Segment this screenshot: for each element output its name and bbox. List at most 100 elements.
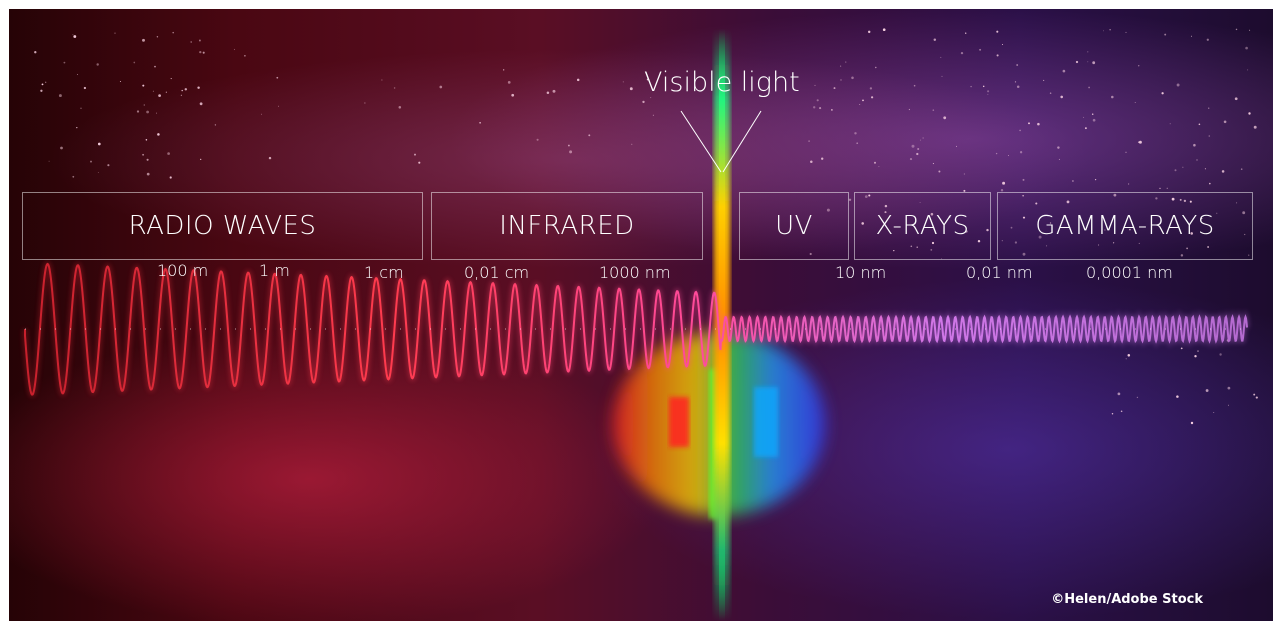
star xyxy=(1219,353,1222,356)
star xyxy=(1240,168,1243,170)
star xyxy=(169,176,172,179)
star xyxy=(567,144,570,147)
star xyxy=(1197,350,1199,352)
star xyxy=(833,87,836,90)
star xyxy=(276,76,279,79)
star xyxy=(916,152,919,156)
star xyxy=(1071,180,1074,182)
star xyxy=(650,97,652,99)
star xyxy=(1221,170,1225,173)
star xyxy=(963,189,966,192)
star xyxy=(1007,154,1009,156)
star xyxy=(970,85,972,88)
star xyxy=(1022,252,1026,256)
star xyxy=(816,99,819,102)
star xyxy=(1000,188,1004,192)
star xyxy=(1002,181,1006,185)
star xyxy=(1155,197,1158,200)
star xyxy=(146,110,149,114)
star xyxy=(90,160,92,163)
star xyxy=(569,150,573,154)
star xyxy=(956,145,957,147)
star xyxy=(1088,86,1090,89)
star xyxy=(930,249,933,251)
star xyxy=(34,51,37,54)
electromagnetic-spectrum-diagram: RADIO WAVES INFRARED UV X-RAYS GAMMA-RAY… xyxy=(9,9,1273,621)
star xyxy=(965,32,967,34)
star xyxy=(629,87,633,91)
star xyxy=(1038,235,1042,239)
star xyxy=(826,208,830,212)
star xyxy=(813,106,816,109)
star xyxy=(808,140,810,143)
star xyxy=(893,249,895,252)
star xyxy=(393,87,396,89)
star xyxy=(1235,28,1238,31)
star xyxy=(588,134,591,137)
star xyxy=(1138,140,1142,144)
star xyxy=(870,96,874,99)
star xyxy=(932,109,935,111)
star xyxy=(1209,182,1211,185)
wavelength-label: 1 cm xyxy=(364,263,404,282)
star xyxy=(940,56,942,58)
star xyxy=(1098,244,1100,246)
star xyxy=(107,164,110,167)
star xyxy=(1137,141,1140,143)
star xyxy=(278,105,279,107)
star xyxy=(1104,229,1106,231)
star xyxy=(155,112,158,114)
star xyxy=(1223,120,1227,124)
star xyxy=(364,102,366,104)
star xyxy=(908,108,911,111)
star xyxy=(642,100,645,104)
star xyxy=(1205,389,1209,392)
star xyxy=(1255,396,1258,399)
star xyxy=(996,54,999,57)
star xyxy=(199,102,203,106)
star xyxy=(1242,211,1246,215)
wavelength-label: 0,0001 nm xyxy=(1086,263,1173,282)
star xyxy=(1057,146,1060,149)
band-gamma-rays: GAMMA-RAYS xyxy=(997,192,1253,260)
star xyxy=(1213,411,1215,414)
star xyxy=(145,139,148,141)
star xyxy=(1035,202,1038,205)
star xyxy=(1164,33,1167,36)
star xyxy=(97,172,99,173)
star xyxy=(503,69,505,71)
star xyxy=(941,75,943,77)
star xyxy=(917,147,920,151)
star xyxy=(142,38,145,42)
star xyxy=(1190,232,1193,235)
star xyxy=(119,81,121,82)
star xyxy=(1049,92,1052,94)
star-field xyxy=(34,28,1258,425)
star xyxy=(884,211,887,214)
wavelength-label: 100 m xyxy=(157,261,209,280)
star xyxy=(1236,202,1238,204)
band-radio-waves: RADIO WAVES xyxy=(22,192,423,260)
star xyxy=(1248,254,1250,256)
star xyxy=(180,94,182,96)
star xyxy=(922,137,924,139)
star xyxy=(1111,413,1114,415)
star xyxy=(809,252,812,256)
star xyxy=(1198,123,1201,126)
star xyxy=(156,36,159,38)
star xyxy=(864,195,868,198)
star xyxy=(878,166,880,168)
star xyxy=(546,91,550,94)
band-infrared: INFRARED xyxy=(431,192,703,260)
star xyxy=(979,48,982,51)
star xyxy=(1016,64,1019,66)
star xyxy=(1249,29,1251,31)
image-credit: ©Helen/Adobe Stock xyxy=(1051,592,1203,607)
star xyxy=(930,212,934,216)
star xyxy=(1179,198,1182,201)
star xyxy=(1134,102,1136,104)
star xyxy=(861,222,864,225)
star xyxy=(1091,113,1094,115)
star xyxy=(995,152,998,155)
star xyxy=(1207,246,1209,248)
